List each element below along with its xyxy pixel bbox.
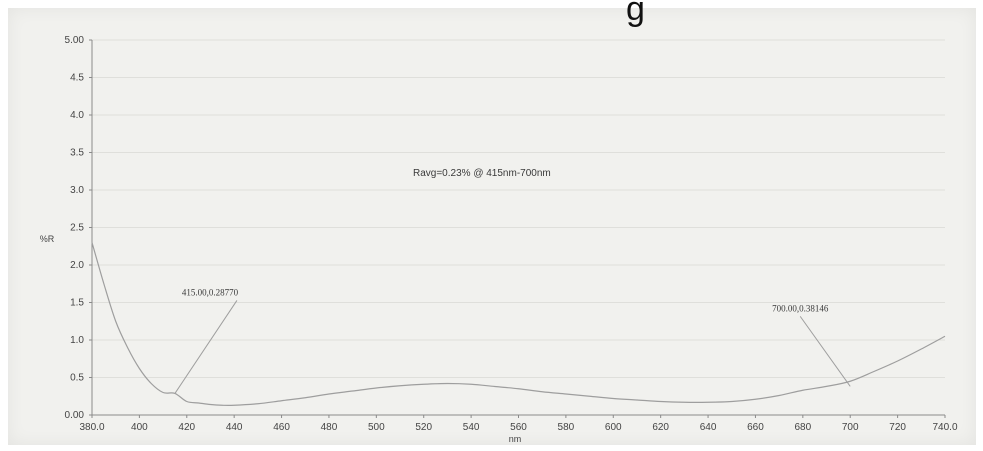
x-tick-label: 380.0 [79,422,104,433]
callout-label: 700.00,0.38146 [772,303,829,313]
y-tick-label: 1.0 [70,335,84,346]
callout-leader-line [174,300,238,394]
y-axis-label: %R [40,234,55,244]
callouts: 415.00,0.28770 700.00,0.38146 [174,287,851,394]
y-tick-label: 0.5 [70,373,84,384]
x-tick-label: 420 [178,422,195,433]
x-tick-label: 540 [463,422,480,433]
x-tick-label: 580 [558,422,575,433]
x-tick-label: 500 [368,422,385,433]
x-axis-label: nm [509,434,522,444]
x-tick-label: 720 [889,422,906,433]
callout-leader-line [799,316,851,387]
y-tick-label: 2.5 [70,223,84,234]
y-tick-label: 2.0 [70,260,84,271]
tick-labels: 0.00 0.5 1.0 1.5 2.0 2.5 3.0 3.5 4.0 4.5 5.00 380.0… [65,35,958,433]
x-tick-label: 640 [700,422,717,433]
x-tick-label: 600 [605,422,622,433]
grid-lines [92,39,945,378]
scan-frame [8,8,976,445]
x-tick-label: 480 [321,422,338,433]
y-tick-label: 1.5 [70,298,84,309]
y-tick-label: 5.00 [65,35,85,46]
x-tick-label: 560 [510,422,527,433]
x-tick-label: 620 [652,422,669,433]
y-tick-label: 0.00 [65,410,85,421]
y-tick-label: 3.5 [70,148,84,159]
y-tick-label: 4.5 [70,73,84,84]
ravg-annotation: Ravg=0.23% @ 415nm-700nm [413,168,551,179]
x-tick-label: 660 [747,422,764,433]
y-tick-label: 3.0 [70,185,84,196]
series-layer [91,242,946,406]
x-tick-label: 460 [273,422,290,433]
x-tick-label: 400 [131,422,148,433]
x-tick-label: 440 [226,422,243,433]
x-tick-label: 520 [415,422,432,433]
callout-label: 415.00,0.28770 [182,287,239,297]
reflectance-curve [91,242,946,406]
cropped-top-text: g [626,0,645,28]
x-tick-label: 680 [794,422,811,433]
axes [89,39,946,418]
x-tick-label: 700 [842,422,859,433]
x-tick-label: 740.0 [932,422,957,433]
y-tick-label: 4.0 [70,110,84,121]
